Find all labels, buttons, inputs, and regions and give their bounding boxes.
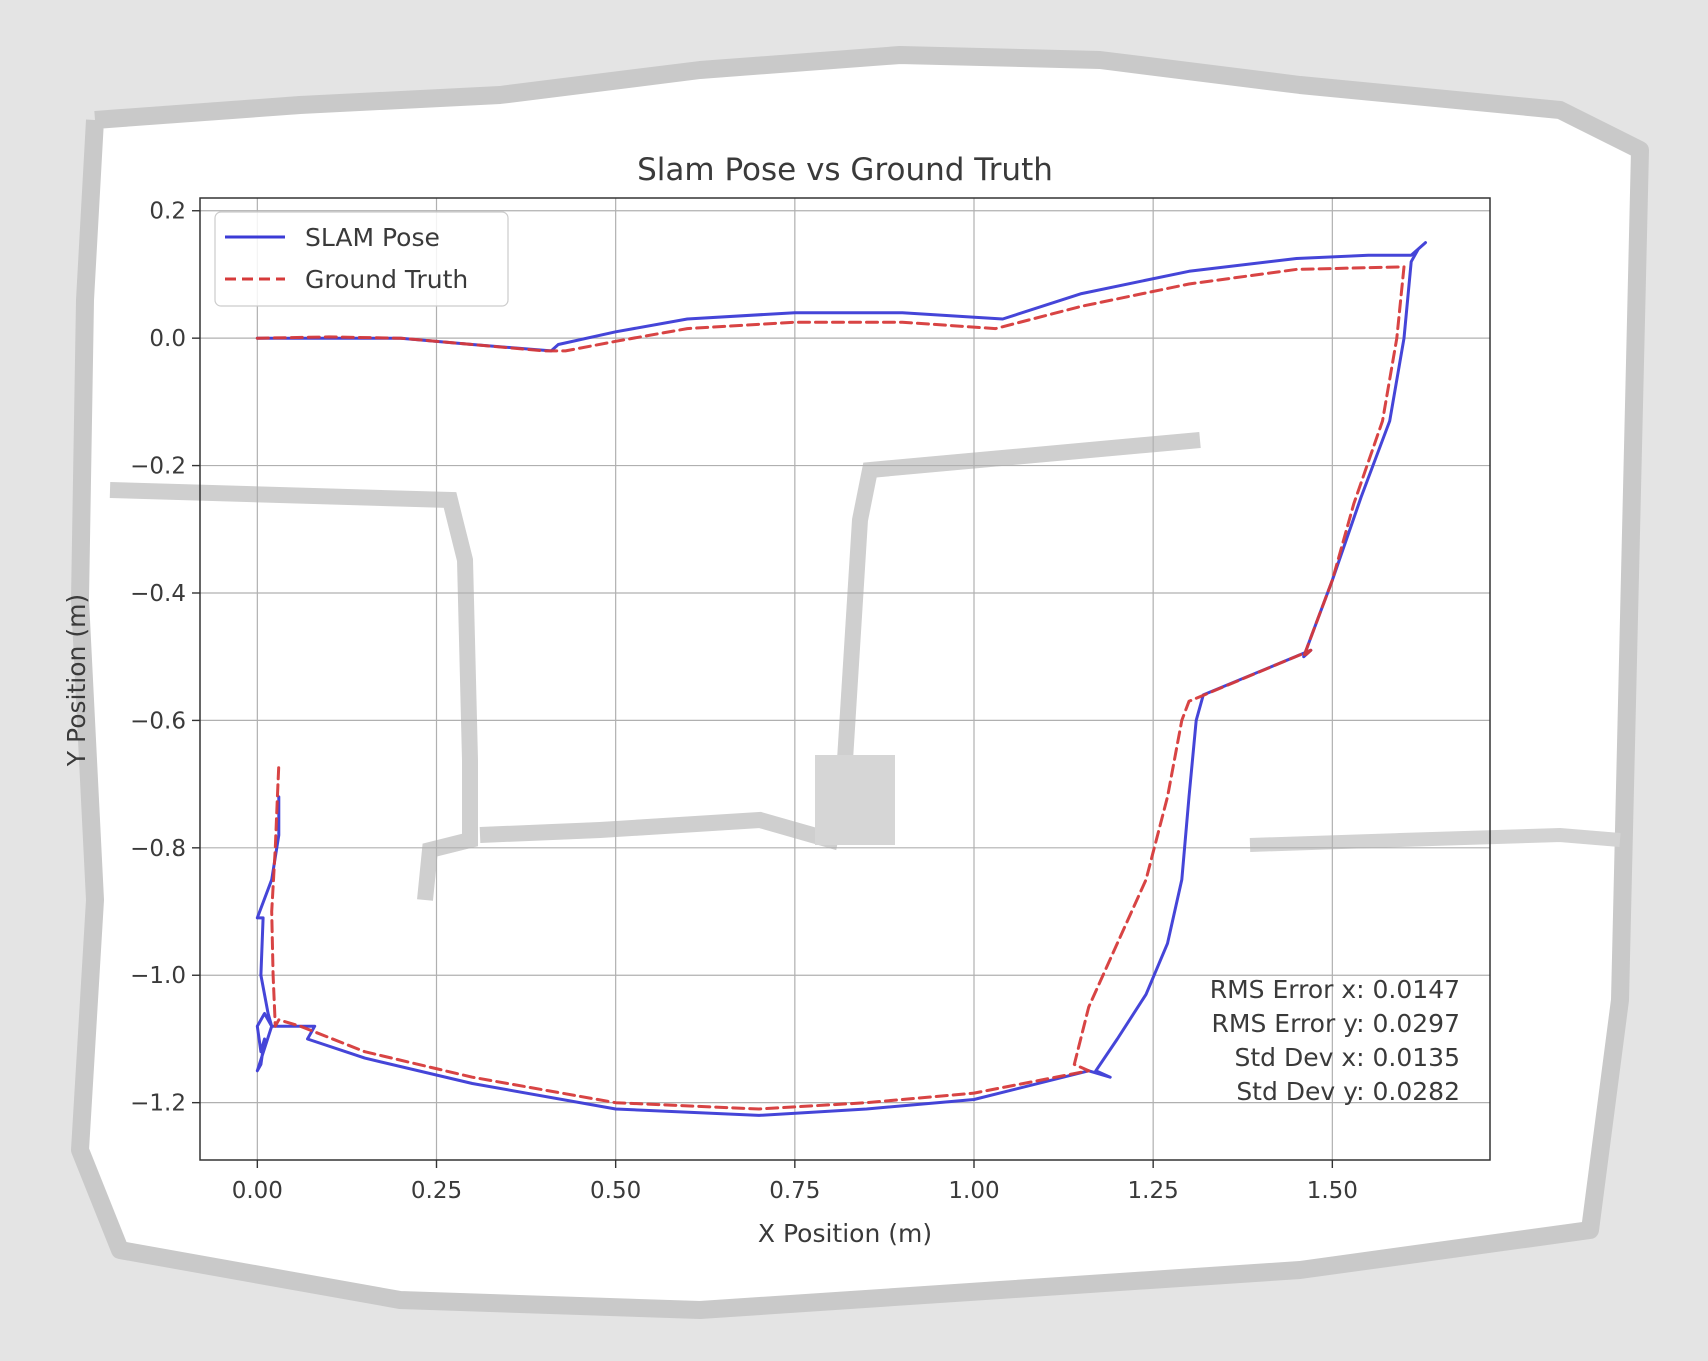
series-layer [255, 241, 1427, 1117]
grid [200, 198, 1490, 1160]
x-tick-label: 1.00 [948, 1178, 999, 1204]
legend-label-ground-truth: Ground Truth [305, 265, 468, 294]
std-dev-x-text: Std Dev x: 0.0135 [1234, 1043, 1460, 1072]
legend-box [214, 211, 509, 307]
map-wall-outer [71, 46, 1649, 1319]
y-tick-label: −0.4 [130, 581, 186, 607]
legend: SLAM Pose Ground Truth [214, 211, 509, 307]
y-tick-label: −1.0 [130, 963, 186, 989]
x-tick-label: 0.75 [769, 1178, 820, 1204]
x-tick-label: 1.50 [1307, 1178, 1358, 1204]
y-axis-ticks: 0.2 0.0 −0.2 −0.4 −0.6 −0.8 −1.0 −1.2 [130, 199, 200, 1117]
x-tick-label: 0.50 [590, 1178, 641, 1204]
occupancy-map-backdrop [71, 46, 1649, 1319]
x-tick-label: 1.25 [1128, 1178, 1179, 1204]
std-dev-y-text: Std Dev y: 0.0282 [1236, 1077, 1460, 1106]
y-tick-label: 0.0 [149, 326, 186, 352]
map-block [815, 755, 895, 845]
y-tick-label: −0.6 [130, 708, 186, 734]
series-line-ground-truth [255, 265, 1406, 1111]
stats-annotation: RMS Error x: 0.0147 RMS Error y: 0.0297 … [1210, 975, 1460, 1106]
y-tick-label: −1.2 [130, 1091, 186, 1117]
axes-frame [199, 197, 1491, 1161]
y-tick-label: −0.8 [130, 836, 186, 862]
y-axis-label: Y Position (m) [62, 594, 91, 767]
map-free-space [80, 55, 1640, 1310]
map-wall-right [1249, 827, 1621, 852]
x-axis-label: X Position (m) [758, 1219, 932, 1248]
rms-error-y-text: RMS Error y: 0.0297 [1212, 1009, 1460, 1038]
x-tick-label: 0.25 [411, 1178, 462, 1204]
rms-error-x-text: RMS Error x: 0.0147 [1210, 975, 1460, 1004]
map-wall-left-room [109, 482, 478, 901]
y-tick-label: −0.2 [130, 454, 186, 480]
series-line-slam-pose [255, 241, 1427, 1117]
x-tick-label: 0.00 [232, 1178, 283, 1204]
y-tick-label: 0.2 [149, 199, 186, 225]
chart-title: Slam Pose vs Ground Truth [637, 152, 1053, 188]
legend-label-slam-pose: SLAM Pose [305, 223, 440, 252]
x-axis-ticks: 0.00 0.25 0.50 0.75 1.00 1.25 1.50 [232, 1160, 1358, 1204]
